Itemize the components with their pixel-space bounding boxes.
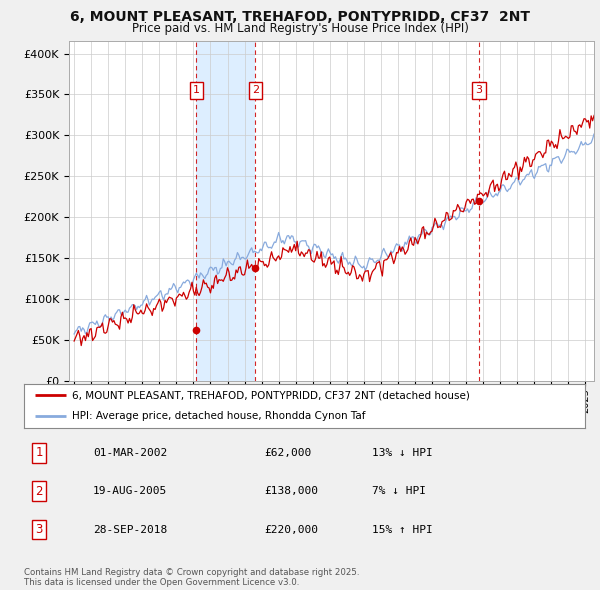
Text: 7% ↓ HPI: 7% ↓ HPI	[372, 486, 426, 496]
Text: 3: 3	[35, 523, 43, 536]
Text: HPI: Average price, detached house, Rhondda Cynon Taf: HPI: Average price, detached house, Rhon…	[71, 411, 365, 421]
Text: £62,000: £62,000	[264, 448, 311, 458]
Text: Price paid vs. HM Land Registry's House Price Index (HPI): Price paid vs. HM Land Registry's House …	[131, 22, 469, 35]
Text: 2: 2	[35, 484, 43, 498]
Text: 15% ↑ HPI: 15% ↑ HPI	[372, 525, 433, 535]
Text: 19-AUG-2005: 19-AUG-2005	[93, 486, 167, 496]
Text: 6, MOUNT PLEASANT, TREHAFOD, PONTYPRIDD, CF37 2NT (detached house): 6, MOUNT PLEASANT, TREHAFOD, PONTYPRIDD,…	[71, 391, 470, 401]
Text: 1: 1	[35, 446, 43, 460]
Text: 28-SEP-2018: 28-SEP-2018	[93, 525, 167, 535]
Text: 2: 2	[252, 86, 259, 96]
Text: 13% ↓ HPI: 13% ↓ HPI	[372, 448, 433, 458]
Text: 01-MAR-2002: 01-MAR-2002	[93, 448, 167, 458]
Text: 3: 3	[475, 86, 482, 96]
Text: Contains HM Land Registry data © Crown copyright and database right 2025.
This d: Contains HM Land Registry data © Crown c…	[24, 568, 359, 587]
Text: 6, MOUNT PLEASANT, TREHAFOD, PONTYPRIDD, CF37  2NT: 6, MOUNT PLEASANT, TREHAFOD, PONTYPRIDD,…	[70, 10, 530, 24]
Text: 1: 1	[193, 86, 200, 96]
Text: £138,000: £138,000	[264, 486, 318, 496]
Bar	[196, 41, 256, 381]
Text: £220,000: £220,000	[264, 525, 318, 535]
